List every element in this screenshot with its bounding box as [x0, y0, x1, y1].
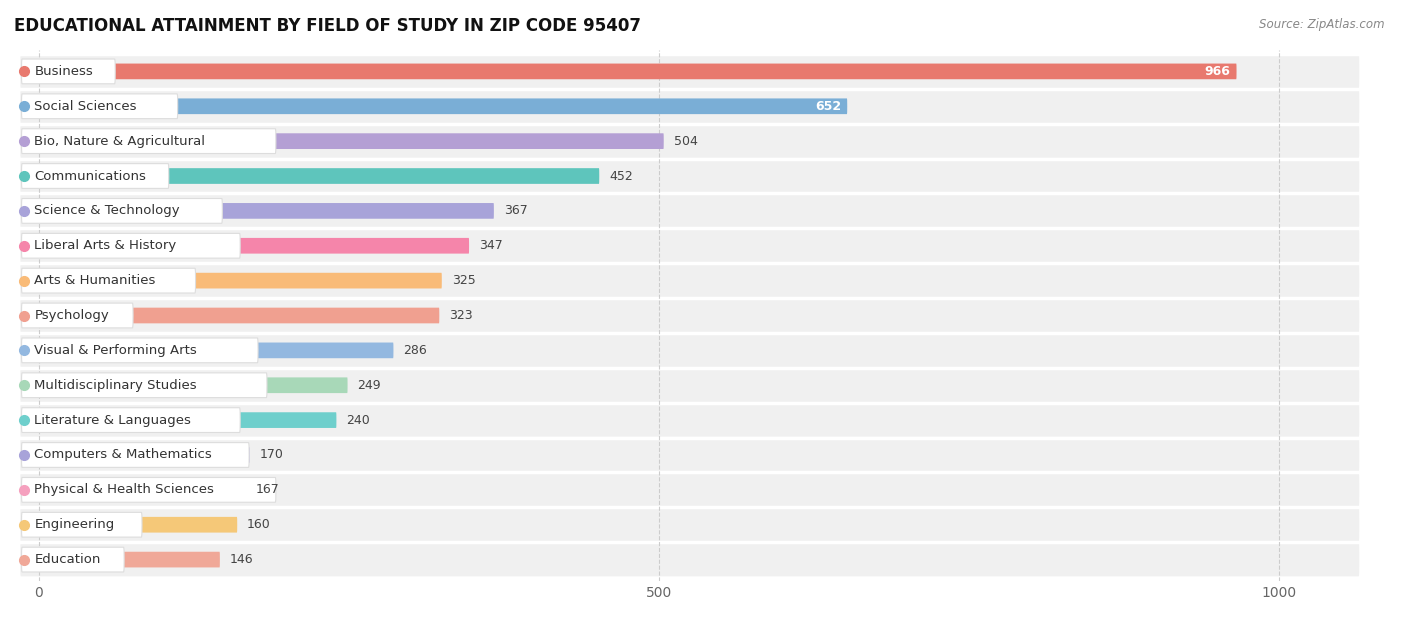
FancyBboxPatch shape — [21, 199, 222, 223]
FancyBboxPatch shape — [39, 168, 599, 184]
FancyBboxPatch shape — [39, 377, 347, 393]
Text: Multidisciplinary Studies: Multidisciplinary Studies — [34, 379, 197, 392]
Text: 160: 160 — [247, 518, 271, 531]
Text: Business: Business — [34, 65, 93, 78]
FancyBboxPatch shape — [20, 543, 1360, 576]
Text: 323: 323 — [450, 309, 472, 322]
Text: 146: 146 — [229, 553, 253, 566]
FancyBboxPatch shape — [20, 369, 1360, 402]
FancyBboxPatch shape — [20, 334, 1360, 367]
FancyBboxPatch shape — [21, 163, 169, 189]
FancyBboxPatch shape — [39, 203, 494, 219]
FancyBboxPatch shape — [20, 508, 1360, 541]
Text: 652: 652 — [815, 100, 841, 113]
FancyBboxPatch shape — [39, 412, 336, 428]
Text: 452: 452 — [609, 170, 633, 182]
Text: Psychology: Psychology — [34, 309, 110, 322]
FancyBboxPatch shape — [20, 403, 1360, 437]
Text: Physical & Health Sciences: Physical & Health Sciences — [34, 483, 214, 497]
Text: Science & Technology: Science & Technology — [34, 204, 180, 218]
FancyBboxPatch shape — [21, 268, 195, 293]
Text: 347: 347 — [479, 239, 503, 252]
Text: Visual & Performing Arts: Visual & Performing Arts — [34, 344, 197, 357]
Text: Source: ZipAtlas.com: Source: ZipAtlas.com — [1260, 18, 1385, 31]
FancyBboxPatch shape — [20, 194, 1360, 228]
FancyBboxPatch shape — [21, 547, 124, 572]
FancyBboxPatch shape — [20, 124, 1360, 158]
FancyBboxPatch shape — [21, 478, 276, 502]
FancyBboxPatch shape — [20, 159, 1360, 192]
Text: Bio, Nature & Agricultural: Bio, Nature & Agricultural — [34, 134, 205, 148]
FancyBboxPatch shape — [39, 447, 250, 463]
FancyBboxPatch shape — [39, 308, 439, 323]
FancyBboxPatch shape — [39, 273, 441, 288]
FancyBboxPatch shape — [20, 55, 1360, 88]
Text: Arts & Humanities: Arts & Humanities — [34, 274, 156, 287]
Text: Social Sciences: Social Sciences — [34, 100, 136, 113]
Text: Literature & Languages: Literature & Languages — [34, 413, 191, 427]
Text: EDUCATIONAL ATTAINMENT BY FIELD OF STUDY IN ZIP CODE 95407: EDUCATIONAL ATTAINMENT BY FIELD OF STUDY… — [14, 17, 641, 35]
Text: Communications: Communications — [34, 170, 146, 182]
Text: 367: 367 — [503, 204, 527, 218]
FancyBboxPatch shape — [21, 94, 177, 119]
FancyBboxPatch shape — [39, 238, 470, 254]
FancyBboxPatch shape — [39, 482, 246, 498]
FancyBboxPatch shape — [20, 439, 1360, 472]
Text: Engineering: Engineering — [34, 518, 114, 531]
FancyBboxPatch shape — [21, 373, 267, 398]
Text: 170: 170 — [260, 449, 284, 461]
FancyBboxPatch shape — [20, 298, 1360, 333]
Text: Education: Education — [34, 553, 101, 566]
FancyBboxPatch shape — [20, 229, 1360, 262]
FancyBboxPatch shape — [39, 98, 848, 114]
FancyBboxPatch shape — [20, 264, 1360, 297]
Text: 966: 966 — [1205, 65, 1230, 78]
FancyBboxPatch shape — [39, 133, 664, 149]
FancyBboxPatch shape — [39, 64, 1236, 80]
Text: 249: 249 — [357, 379, 381, 392]
FancyBboxPatch shape — [21, 408, 240, 432]
FancyBboxPatch shape — [21, 442, 249, 468]
FancyBboxPatch shape — [39, 517, 238, 533]
FancyBboxPatch shape — [21, 303, 134, 328]
Text: Liberal Arts & History: Liberal Arts & History — [34, 239, 177, 252]
FancyBboxPatch shape — [21, 512, 142, 537]
FancyBboxPatch shape — [39, 343, 394, 358]
FancyBboxPatch shape — [21, 59, 115, 84]
Text: 240: 240 — [346, 413, 370, 427]
FancyBboxPatch shape — [21, 233, 240, 258]
FancyBboxPatch shape — [20, 90, 1360, 123]
Text: 286: 286 — [404, 344, 427, 357]
FancyBboxPatch shape — [39, 551, 219, 567]
Text: 325: 325 — [451, 274, 475, 287]
Text: 167: 167 — [256, 483, 280, 497]
FancyBboxPatch shape — [21, 338, 259, 363]
FancyBboxPatch shape — [20, 473, 1360, 507]
Text: 504: 504 — [673, 134, 697, 148]
Text: Computers & Mathematics: Computers & Mathematics — [34, 449, 212, 461]
FancyBboxPatch shape — [21, 129, 276, 153]
